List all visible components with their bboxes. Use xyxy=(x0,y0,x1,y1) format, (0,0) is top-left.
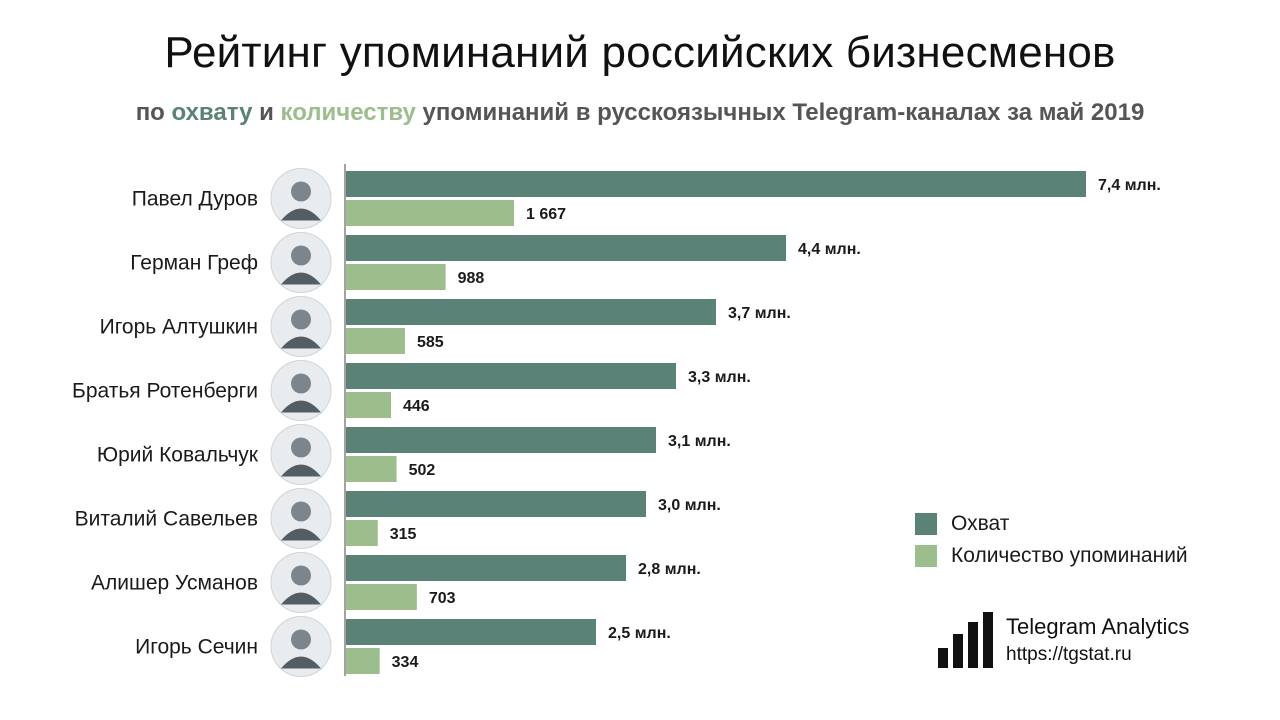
avatar-head xyxy=(291,309,311,330)
category-label: Павел Дуров xyxy=(132,188,258,211)
data-label-reach: 3,0 млн. xyxy=(658,497,721,514)
data-label-count: 334 xyxy=(392,654,419,671)
avatar-body xyxy=(281,272,321,285)
data-label-reach: 3,3 млн. xyxy=(688,369,751,386)
data-label-count: 502 xyxy=(409,462,436,479)
bar-count xyxy=(346,328,405,354)
bar-count xyxy=(346,264,446,290)
avatar-head xyxy=(291,501,311,522)
category-label: Алишер Усманов xyxy=(91,572,258,595)
avatar-head xyxy=(291,437,311,458)
data-label-count: 1 667 xyxy=(526,206,566,223)
bar-reach xyxy=(346,427,656,453)
bar-count xyxy=(346,392,391,418)
subtitle-reach-word: охвату xyxy=(171,99,253,126)
subtitle-part: по xyxy=(135,99,172,126)
data-label-reach: 7,4 млн. xyxy=(1098,177,1161,194)
avatar-body xyxy=(281,592,321,605)
bar-count xyxy=(346,200,514,226)
legend-label-reach: Охват xyxy=(951,512,1010,535)
data-label-count: 585 xyxy=(417,334,444,351)
avatar-body xyxy=(281,400,321,413)
category-label: Игорь Сечин xyxy=(135,636,258,659)
legend-swatch-reach xyxy=(915,513,937,535)
data-label-reach: 2,8 млн. xyxy=(638,561,701,578)
brand-name: Telegram Analytics xyxy=(1006,614,1190,639)
category-label: Братья Ротенберги xyxy=(72,380,258,403)
avatar-body xyxy=(281,528,321,541)
legend: Охват Количество упоминаний xyxy=(915,508,1188,572)
bar-reach xyxy=(346,299,716,325)
bar-count xyxy=(346,520,378,546)
avatar-head xyxy=(291,565,311,586)
category-label: Юрий Ковальчук xyxy=(97,444,259,467)
data-label-count: 703 xyxy=(429,590,456,607)
bar-reach xyxy=(346,235,786,261)
brand-url[interactable]: https://tgstat.ru xyxy=(1006,644,1132,665)
legend-label-count: Количество упоминаний xyxy=(951,544,1188,567)
chart-title: Рейтинг упоминаний российских бизнесмено… xyxy=(164,28,1116,77)
bar-count xyxy=(346,584,417,610)
data-label-count: 446 xyxy=(403,398,430,415)
bar-reach xyxy=(346,171,1086,197)
data-label-count: 315 xyxy=(390,526,417,543)
bar-count xyxy=(346,648,380,674)
avatar-body xyxy=(281,336,321,349)
bar-count xyxy=(346,456,397,482)
data-label-reach: 4,4 млн. xyxy=(798,241,861,258)
avatar-head xyxy=(291,245,311,266)
category-label: Игорь Алтушкин xyxy=(100,316,258,339)
subtitle-part: упоминаний в русскоязычных Telegram-кана… xyxy=(415,99,1145,126)
data-label-count: 988 xyxy=(458,270,485,287)
data-label-reach: 3,1 млн. xyxy=(668,433,731,450)
avatar-body xyxy=(281,464,321,477)
legend-item-count: Количество упоминаний xyxy=(915,540,1188,572)
legend-swatch-count xyxy=(915,545,937,567)
data-label-reach: 3,7 млн. xyxy=(728,305,791,322)
avatar-head xyxy=(291,373,311,394)
bar-chart-icon xyxy=(938,612,994,668)
bar-reach xyxy=(346,555,626,581)
legend-item-reach: Охват xyxy=(915,508,1188,540)
branding: Telegram Analytics https://tgstat.ru xyxy=(938,612,1238,672)
avatar-body xyxy=(281,208,321,221)
subtitle-count-word: количеству xyxy=(280,99,416,126)
avatar-head xyxy=(291,629,311,650)
avatar-head xyxy=(291,181,311,202)
bar-reach xyxy=(346,491,646,517)
data-label-reach: 2,5 млн. xyxy=(608,625,671,642)
category-label: Герман Греф xyxy=(130,252,258,275)
bar-reach xyxy=(346,363,676,389)
bar-reach xyxy=(346,619,596,645)
subtitle-part: и xyxy=(252,99,281,126)
category-label: Виталий Савельев xyxy=(75,508,258,531)
avatar-body xyxy=(281,656,321,669)
chart-subtitle: по охвату и количеству упоминаний в русс… xyxy=(0,99,1280,127)
